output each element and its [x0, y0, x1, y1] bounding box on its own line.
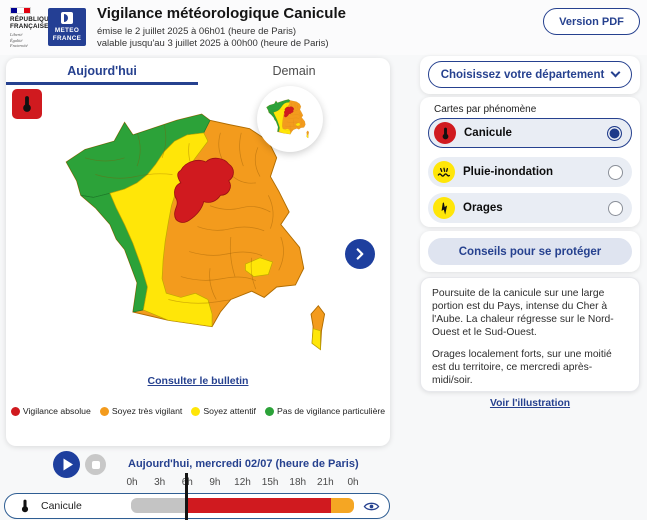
eye-icon[interactable] [363, 500, 380, 513]
bulletin-paragraph-1: Poursuite de la canicule sur une large p… [432, 288, 614, 339]
play-icon [63, 458, 73, 471]
phenomenon-orages[interactable]: Orages [428, 193, 632, 223]
france-vigilance-map[interactable] [64, 112, 356, 362]
segment-orange [330, 498, 354, 513]
orange-dot-icon [99, 406, 109, 416]
chevron-down-icon [610, 67, 621, 78]
mini-france-map [266, 99, 314, 140]
vigilance-time-bar[interactable] [131, 498, 354, 513]
play-button[interactable] [53, 451, 80, 478]
legend-item-orange: Soyez très vigilant [99, 406, 182, 416]
vigilance-map-card: Aujourd'hui Demain [6, 58, 390, 446]
legend-item-rouge: Vigilance absolue [10, 406, 91, 416]
chevron-right-icon [356, 248, 364, 260]
gov-logo-line2: FRANÇAISE [10, 23, 49, 31]
radio-pluie-inondation[interactable] [608, 164, 623, 180]
green-dot-icon [264, 406, 274, 416]
legend-item-jaune: Soyez attentif [191, 406, 256, 416]
canicule-warning-badge [12, 89, 42, 119]
phenomenon-pluie-inondation[interactable]: Pluie-inondation [428, 157, 632, 187]
advice-card: Conseils pour se protéger [420, 231, 640, 272]
canicule-timeline-row: Canicule [4, 493, 390, 519]
thermometer-icon [23, 96, 31, 112]
rain-flood-icon [433, 161, 455, 183]
bulletin-paragraph-2: Orages localement forts, sur une moitié … [432, 349, 612, 387]
tab-aujourdhui[interactable]: Aujourd'hui [6, 58, 198, 85]
radio-orages[interactable] [608, 200, 623, 216]
gov-motto: Liberté Égalité Fraternité [10, 32, 28, 48]
valid-until-date: valable jusqu'au 3 juillet 2025 à 00h00 … [97, 38, 329, 49]
issued-date: émise le 2 juillet 2025 à 06h01 (heure d… [97, 26, 297, 37]
red-dot-icon [10, 406, 20, 416]
department-card: Choisissez votre département [420, 56, 640, 94]
voir-illustration-link[interactable]: Voir l'illustration [489, 398, 571, 410]
phenomena-title: Cartes par phénomène [434, 104, 537, 115]
phenomenon-canicule[interactable]: Canicule [428, 118, 632, 148]
vigilance-legend: Vigilance absolue Soyez très vigilant So… [6, 406, 390, 416]
choose-department-button[interactable]: Choisissez votre département [428, 61, 632, 88]
segment-rouge [186, 498, 331, 513]
french-flag-icon [10, 7, 31, 14]
tab-demain[interactable]: Demain [272, 64, 316, 78]
hour-scale: 0h 3h 6h 9h 12h 15h 18h 21h 0h [126, 477, 359, 488]
stop-icon [91, 460, 100, 469]
republique-francaise-logo: RÉPUBLIQUE FRANÇAISE Liberté Égalité Frater… [10, 7, 53, 48]
segment-past [131, 498, 187, 513]
consulter-bulletin-link[interactable]: Consulter le bulletin [147, 375, 249, 387]
stop-button[interactable] [85, 454, 106, 475]
meteo-france-logo: METEO FRANCE [48, 8, 86, 46]
timeline-date-label: Aujourd'hui, mercredi 02/07 (heure de Pa… [128, 458, 359, 470]
gov-logo-line1: RÉPUBLIQUE [10, 16, 54, 23]
yellow-dot-icon [191, 406, 201, 416]
thermometer-icon [21, 499, 29, 513]
day-tabs: Aujourd'hui Demain [6, 58, 390, 85]
page-header: RÉPUBLIQUE FRANÇAISE Liberté Égalité Frater… [0, 0, 647, 55]
thermometer-icon [434, 122, 456, 144]
version-pdf-button[interactable]: Version PDF [543, 8, 640, 35]
bulletin-link-wrap: Consulter le bulletin [6, 371, 390, 389]
phenomena-card: Cartes par phénomène Canicule Pluie-inon… [420, 97, 640, 227]
legend-item-vert: Pas de vigilance particulière [264, 406, 385, 416]
next-map-button[interactable] [345, 239, 375, 269]
meteo-france-glyph-icon [61, 12, 73, 24]
conseils-button[interactable]: Conseils pour se protéger [428, 238, 632, 265]
radio-canicule-selected[interactable] [607, 125, 622, 141]
lightning-icon [433, 197, 455, 219]
demain-map-preview[interactable] [257, 86, 323, 152]
bulletin-text-card: Poursuite de la canicule sur une large p… [420, 277, 640, 409]
timeline-row-label: Canicule [41, 500, 82, 512]
page-title: Vigilance météorologique Canicule [97, 5, 346, 22]
time-cursor-handle[interactable] [185, 473, 188, 520]
